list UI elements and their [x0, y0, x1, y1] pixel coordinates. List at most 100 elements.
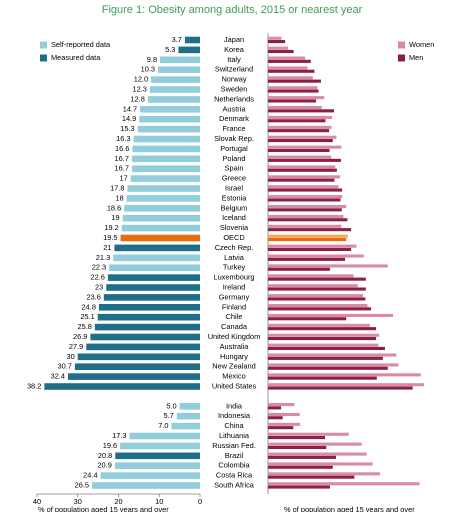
- category-label: United States: [212, 381, 257, 390]
- x-axis-label: % of population aged 15 years and over: [38, 505, 169, 512]
- value-label: 26.5: [75, 480, 89, 489]
- category-label: Russian Fed.: [212, 441, 256, 450]
- bar: [268, 356, 383, 360]
- bar: [268, 353, 397, 357]
- value-label: 21: [103, 243, 111, 252]
- bar: [114, 244, 200, 252]
- bar: [268, 465, 333, 469]
- bar: [67, 373, 200, 380]
- bar: [268, 284, 358, 288]
- category-label: Luxembourg: [213, 273, 254, 282]
- category-label: China: [224, 421, 244, 430]
- category-label: France: [222, 124, 245, 133]
- bar: [109, 264, 200, 271]
- bar: [120, 442, 200, 450]
- bar: [158, 66, 200, 73]
- category-label: Mexico: [222, 372, 245, 381]
- bar: [268, 40, 286, 44]
- bar: [268, 267, 330, 271]
- bar: [268, 432, 349, 436]
- category-label: Indonesia: [218, 411, 251, 420]
- bar: [268, 412, 300, 416]
- bar: [268, 175, 341, 179]
- bar: [94, 323, 200, 331]
- category-label: Switzerland: [215, 65, 253, 74]
- bar: [268, 244, 357, 248]
- bar: [268, 436, 326, 440]
- bar: [268, 79, 321, 83]
- bar: [268, 36, 282, 40]
- value-label: 16.7: [115, 154, 129, 163]
- bar: [268, 195, 343, 199]
- bar: [100, 472, 200, 479]
- bar: [268, 238, 347, 242]
- value-label: 16.6: [115, 144, 129, 153]
- bar: [122, 214, 200, 222]
- category-label: Israel: [225, 183, 243, 192]
- bar: [268, 307, 372, 311]
- x-tick-label: 0: [198, 497, 202, 506]
- bar: [268, 247, 352, 251]
- category-label: New Zealand: [212, 362, 256, 371]
- legend-label: Men: [409, 53, 423, 62]
- category-label: South Africa: [214, 480, 255, 489]
- bar: [268, 115, 332, 119]
- category-label: Spain: [225, 164, 244, 173]
- bar: [137, 125, 200, 133]
- bar: [268, 257, 346, 261]
- legend-label: Self-reported data: [51, 40, 111, 49]
- value-label: 5.3: [165, 45, 175, 54]
- value-label: 19.2: [104, 223, 118, 232]
- bar: [115, 452, 200, 460]
- bar: [268, 106, 322, 110]
- bar: [126, 195, 200, 202]
- value-label: 23.6: [86, 292, 100, 301]
- value-label: 12.3: [132, 84, 146, 93]
- value-label: 27.9: [69, 342, 83, 351]
- value-label: 5.7: [163, 411, 173, 420]
- bar: [74, 363, 200, 370]
- bar: [268, 452, 367, 456]
- bar: [140, 106, 200, 113]
- bar: [268, 69, 315, 73]
- bar: [268, 165, 336, 169]
- bar: [268, 135, 337, 139]
- x-axis-label: % of population aged 15 years and over: [284, 505, 415, 512]
- bar: [124, 205, 200, 212]
- bar: [268, 56, 306, 60]
- value-label: 25.1: [80, 312, 94, 321]
- bar: [268, 455, 337, 459]
- value-label: 17: [119, 174, 127, 183]
- bar: [268, 422, 301, 426]
- category-label: Norway: [221, 75, 246, 84]
- category-label: Estonia: [222, 193, 248, 202]
- bar: [268, 148, 330, 152]
- value-label: 24.4: [83, 471, 97, 480]
- bar: [268, 277, 366, 281]
- value-label: 17.8: [110, 183, 124, 192]
- bar: [268, 198, 341, 202]
- bar: [113, 254, 200, 262]
- bar: [268, 485, 330, 489]
- bar: [268, 346, 385, 350]
- bar: [106, 284, 200, 291]
- bar: [268, 294, 363, 298]
- bar: [121, 224, 200, 232]
- value-label: 14.7: [123, 104, 137, 113]
- bar: [268, 158, 341, 162]
- bar: [268, 287, 366, 291]
- bar: [268, 228, 352, 232]
- bar: [103, 294, 200, 301]
- bar: [268, 386, 413, 390]
- bar: [268, 376, 377, 380]
- bar: [268, 403, 295, 407]
- value-label: 21.3: [96, 253, 110, 262]
- value-label: 10.3: [141, 65, 155, 74]
- bar: [149, 86, 200, 93]
- bar: [268, 59, 311, 63]
- bar: [268, 188, 343, 192]
- category-label: Colombia: [218, 461, 250, 470]
- bar: [268, 66, 308, 70]
- category-label: Chile: [226, 312, 243, 321]
